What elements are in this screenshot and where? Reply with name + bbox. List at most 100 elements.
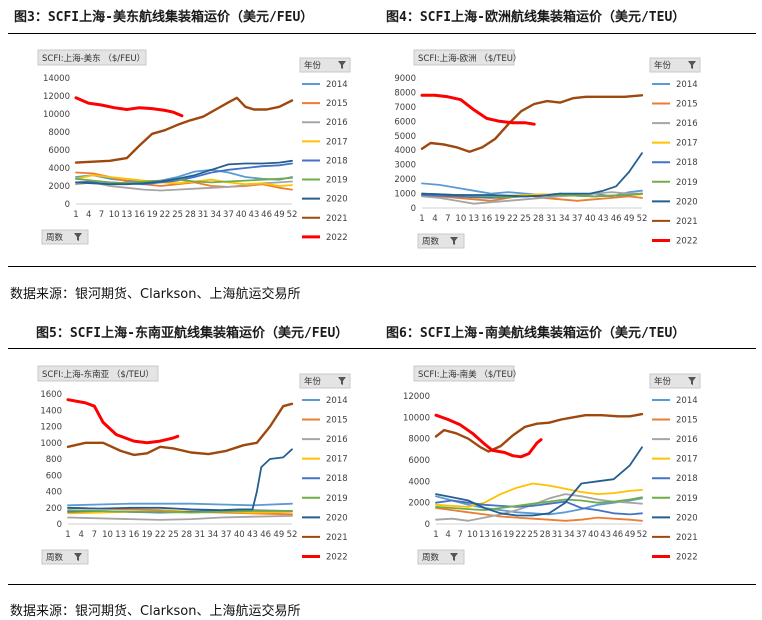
y-tick-label: 12000: [403, 392, 430, 402]
y-tick-label: 0: [57, 520, 62, 530]
y-tick-label: 1000: [40, 439, 62, 449]
series-line-2015: [435, 507, 643, 522]
series-line-2016: [67, 514, 293, 521]
x-tick-label: 19: [142, 530, 153, 540]
axis-field-button[interactable]: 周数: [417, 549, 465, 565]
y-tick-label: 0: [411, 204, 416, 214]
x-tick-label: 22: [160, 210, 171, 220]
axis-field-label: 周数: [422, 236, 440, 247]
legend-label-2021: 2021: [326, 533, 348, 543]
filter-funnel-icon[interactable]: [74, 233, 82, 241]
legend-label-2020: 2020: [676, 513, 698, 523]
chart-us-east: SCFI:上海-美东 （$/FEU） 0 2000 4000 6000 8000 10000…: [37, 49, 351, 245]
legend-label-2016: 2016: [326, 435, 348, 445]
filter-funnel-icon[interactable]: [688, 377, 696, 385]
legend-label-2018: 2018: [676, 474, 698, 484]
figure-3-title: 图3：SCFI上海-美东航线集装箱运价（美元/FEU）: [14, 10, 314, 25]
x-tick-label: 4: [86, 210, 91, 220]
series-line-2021: [420, 94, 644, 153]
field-label-box[interactable]: SCFI:上海-美东 （$/FEU）: [37, 49, 147, 66]
funnel-shape: [74, 553, 82, 561]
legend-label-2019: 2019: [676, 494, 698, 504]
bottom-rule: [8, 584, 756, 585]
legend-label-2019: 2019: [326, 494, 348, 504]
x-tick-label: 19: [494, 214, 505, 224]
source-note-2: 数据来源：银河期货、Clarkson、上海航运交易所: [10, 604, 301, 619]
funnel-shape: [450, 237, 458, 245]
y-tick-label: 1400: [40, 406, 62, 416]
x-tick-label: 13: [468, 214, 479, 224]
filter-funnel-icon[interactable]: [450, 237, 458, 245]
x-tick-label: 46: [260, 530, 271, 540]
x-tick-label: 4: [445, 530, 450, 540]
filter-funnel-icon[interactable]: [450, 553, 458, 561]
x-tick-label: 7: [445, 214, 450, 224]
filter-funnel-icon[interactable]: [338, 377, 346, 385]
series-line-2016: [421, 191, 643, 205]
legend-label-2014: 2014: [676, 396, 698, 406]
field-label-box[interactable]: SCFI:上海-南美 （$/TEU）: [413, 365, 521, 382]
x-tick-label: 40: [236, 210, 247, 220]
series-line-2020: [435, 446, 643, 517]
legend-label-2020: 2020: [326, 195, 348, 205]
legend-label-2021: 2021: [326, 214, 348, 224]
series-line-2021: [74, 96, 294, 164]
chart-panel-europe: SCFI:上海-欧洲 （$/TEU） 0 1000 2000 3000 4000 5000 6…: [384, 36, 760, 268]
legend-label-2015: 2015: [676, 100, 698, 110]
legend-label-2014: 2014: [326, 80, 348, 90]
x-tick-label: 7: [458, 530, 463, 540]
legend-label-2022: 2022: [326, 552, 348, 562]
chart-southeast-asia: SCFI:上海-东南亚 （$/TEU） 0 200 400 600 800 1000 1200…: [37, 365, 351, 565]
y-tick-label: 3000: [394, 161, 416, 171]
x-tick-label: 31: [198, 210, 209, 220]
y-tick-label: 1200: [40, 423, 62, 433]
x-tick-label: 25: [520, 214, 531, 224]
chart-panel-south-america: SCFI:上海-南美 （$/TEU） 0 2000 4000 6000 8000 10000…: [384, 352, 760, 584]
series-line-2022: [66, 398, 180, 445]
legend-label-2016: 2016: [676, 435, 698, 445]
axis-field-button[interactable]: 周数: [41, 549, 89, 565]
filter-funnel-icon[interactable]: [74, 553, 82, 561]
chart-south-america: SCFI:上海-南美 （$/TEU） 0 2000 4000 6000 8000 10000…: [403, 365, 701, 565]
x-tick-label: 28: [540, 530, 551, 540]
x-tick-label: 22: [515, 530, 526, 540]
x-tick-label: 52: [287, 210, 298, 220]
filter-funnel-icon[interactable]: [338, 61, 346, 69]
x-tick-label: 7: [92, 530, 97, 540]
field-label-box[interactable]: SCFI:上海-欧洲 （$/TEU）: [413, 49, 521, 66]
x-tick-label: 4: [78, 530, 83, 540]
y-tick-label: 4000: [48, 164, 70, 174]
y-tick-label: 10000: [43, 110, 70, 120]
series-line-2021: [66, 402, 294, 457]
y-tick-label: 10000: [403, 413, 430, 423]
x-tick-label: 16: [481, 214, 492, 224]
funnel-shape: [338, 377, 346, 385]
legend-label-2018: 2018: [326, 156, 348, 166]
top-rule: [8, 33, 756, 34]
axis-field-button[interactable]: 周数: [41, 229, 89, 245]
y-tick-label: 6000: [408, 456, 430, 466]
x-tick-label: 1: [73, 210, 78, 220]
filter-funnel-icon[interactable]: [688, 61, 696, 69]
y-tick-label: 6000: [394, 117, 416, 127]
legend-label-2018: 2018: [326, 474, 348, 484]
x-tick-label: 10: [455, 214, 466, 224]
x-tick-label: 28: [533, 214, 544, 224]
x-tick-label: 49: [273, 530, 284, 540]
figure-5-title: 图5：SCFI上海-东南亚航线集装箱运价（美元/FEU）: [36, 326, 349, 341]
x-tick-label: 37: [223, 210, 234, 220]
x-tick-label: 7: [99, 210, 104, 220]
x-tick-label: 16: [491, 530, 502, 540]
axis-field-button[interactable]: 周数: [417, 233, 465, 249]
field-label-text: SCFI:上海-南美 （$/TEU）: [418, 369, 521, 380]
x-tick-label: 13: [121, 210, 132, 220]
legend-header-label: 年份: [654, 60, 672, 71]
axis-field-label: 周数: [46, 552, 64, 563]
legend-label-2016: 2016: [326, 118, 348, 128]
series-line-2019: [75, 176, 293, 185]
x-tick-label: 13: [115, 530, 126, 540]
legend-label-2017: 2017: [326, 455, 348, 465]
field-label-box[interactable]: SCFI:上海-东南亚 （$/TEU）: [37, 365, 159, 382]
field-label-text: SCFI:上海-欧洲 （$/TEU）: [418, 53, 521, 64]
legend-label-2015: 2015: [326, 99, 348, 109]
